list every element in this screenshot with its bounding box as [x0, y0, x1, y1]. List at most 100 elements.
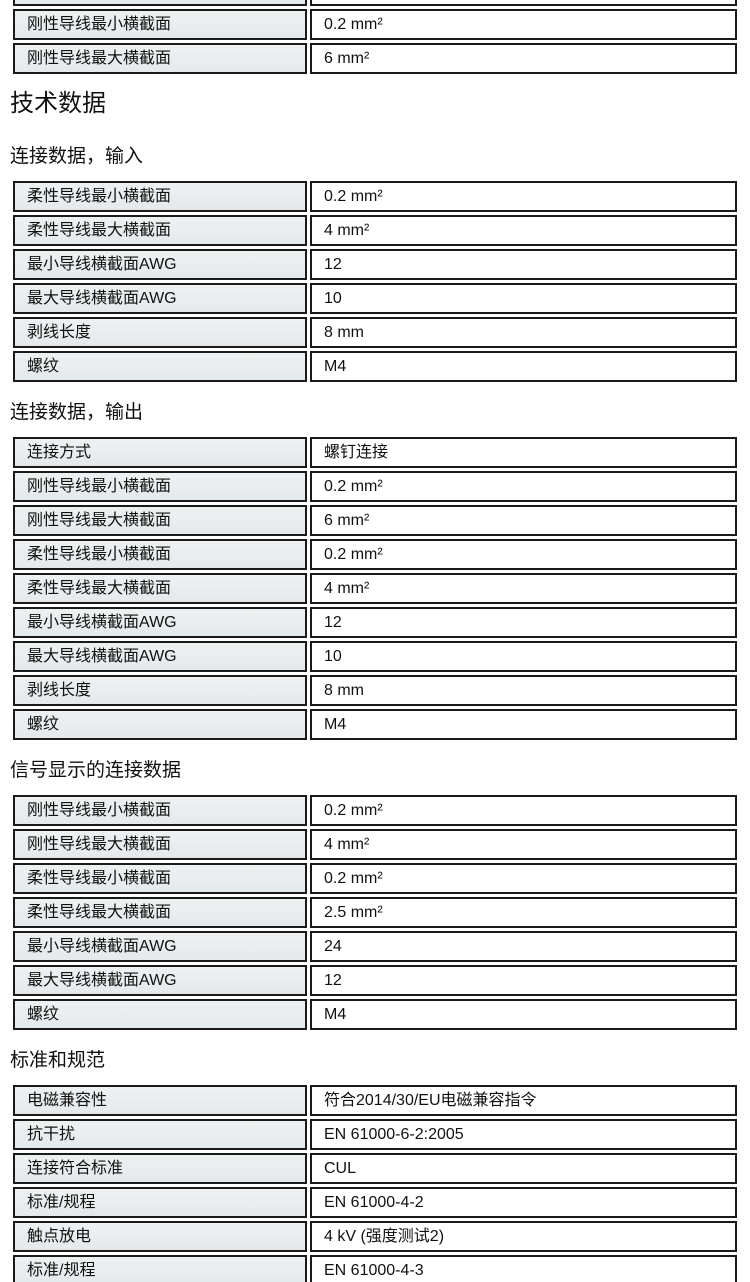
spec-value-cell: 6 mm²	[310, 43, 737, 74]
spec-label-cell: 剥线长度	[13, 317, 307, 348]
spec-value-cell: 2.5 mm²	[310, 897, 737, 928]
spec-value-cell: 0.2 mm²	[310, 539, 737, 570]
spec-value-cell: 12	[310, 965, 737, 996]
spec-label-cell: 刚性导线最大横截面	[13, 829, 307, 860]
spec-value-cell: 4 mm²	[310, 573, 737, 604]
spec-value-cell: CUL	[310, 1153, 737, 1184]
spec-row: 刚性导线最大横截面 6 mm²	[13, 505, 737, 536]
clipped-spec-row	[13, 0, 737, 6]
spec-label-cell: 最小导线横截面AWG	[13, 607, 307, 638]
spec-label-cell: 最小导线横截面AWG	[13, 249, 307, 280]
section-heading: 信号显示的连接数据	[10, 760, 182, 781]
spec-table: 柔性导线最小横截面 0.2 mm² 柔性导线最大横截面 4 mm² 最小导线横截面AWG…	[10, 178, 740, 385]
spec-row: 柔性导线最大横截面 2.5 mm²	[13, 897, 737, 928]
spec-value-cell: 10	[310, 641, 737, 672]
page-title: 技术数据	[10, 90, 106, 117]
spec-table: 刚性导线最小横截面 0.2 mm² 刚性导线最大横截面 6 mm²	[10, 0, 740, 77]
spec-value-cell: 8 mm	[310, 675, 737, 706]
spec-row: 最小导线横截面AWG 12	[13, 249, 737, 280]
spec-label-cell: 柔性导线最大横截面	[13, 897, 307, 928]
spec-label-cell: 柔性导线最小横截面	[13, 863, 307, 894]
spec-value-cell: 10	[310, 283, 737, 314]
spec-row: 螺纹 M4	[13, 351, 737, 382]
spec-value-cell: 4 mm²	[310, 215, 737, 246]
spec-label-cell: 柔性导线最大横截面	[13, 573, 307, 604]
spec-label-cell: 标准/规程	[13, 1255, 307, 1282]
spec-label-cell: 标准/规程	[13, 1187, 307, 1218]
spec-row: 最大导线横截面AWG 12	[13, 965, 737, 996]
spec-label-cell: 刚性导线最大横截面	[13, 43, 307, 74]
spec-label-cell: 电磁兼容性	[13, 1085, 307, 1116]
spec-value-cell: M4	[310, 351, 737, 382]
section-heading: 连接数据，输出	[10, 402, 144, 423]
spec-row: 柔性导线最小横截面 0.2 mm²	[13, 181, 737, 212]
spec-label-cell	[13, 0, 307, 6]
spec-label-cell: 刚性导线最小横截面	[13, 9, 307, 40]
spec-value-cell	[310, 0, 737, 6]
spec-label-cell: 连接方式	[13, 437, 307, 468]
spec-row: 柔性导线最小横截面 0.2 mm²	[13, 539, 737, 570]
spec-label-cell: 螺纹	[13, 999, 307, 1030]
spec-row: 抗干扰 EN 61000-6-2:2005	[13, 1119, 737, 1150]
spec-value-cell: EN 61000-4-2	[310, 1187, 737, 1218]
spec-label-cell: 刚性导线最大横截面	[13, 505, 307, 536]
spec-value-cell: EN 61000-4-3	[310, 1255, 737, 1282]
spec-label-cell: 螺纹	[13, 351, 307, 382]
spec-label-cell: 剥线长度	[13, 675, 307, 706]
spec-label-cell: 抗干扰	[13, 1119, 307, 1150]
spec-label-cell: 最大导线横截面AWG	[13, 641, 307, 672]
spec-value-cell: M4	[310, 709, 737, 740]
spec-row: 最小导线横截面AWG 24	[13, 931, 737, 962]
spec-value-cell: 0.2 mm²	[310, 795, 737, 826]
spec-value-cell: EN 61000-6-2:2005	[310, 1119, 737, 1150]
spec-row: 刚性导线最小横截面 0.2 mm²	[13, 9, 737, 40]
spec-value-cell: 12	[310, 607, 737, 638]
sections-container: 连接数据，输入 柔性导线最小横截面 0.2 mm² 柔性导线最大横截面 4 mm² 最小导…	[10, 145, 740, 1282]
spec-label-cell: 刚性导线最小横截面	[13, 795, 307, 826]
spec-row: 电磁兼容性 符合2014/30/EU电磁兼容指令	[13, 1085, 737, 1116]
spec-label-cell: 柔性导线最小横截面	[13, 181, 307, 212]
spec-value-cell: 24	[310, 931, 737, 962]
spec-row: 剥线长度 8 mm	[13, 675, 737, 706]
spec-row: 标准/规程 EN 61000-4-2	[13, 1187, 737, 1218]
spec-value-cell: 8 mm	[310, 317, 737, 348]
spec-row: 柔性导线最大横截面 4 mm²	[13, 573, 737, 604]
spec-value-cell: 0.2 mm²	[310, 9, 737, 40]
spec-label-cell: 螺纹	[13, 709, 307, 740]
section-heading: 标准和规范	[10, 1050, 106, 1071]
spec-row: 螺纹 M4	[13, 709, 737, 740]
spec-row: 剥线长度 8 mm	[13, 317, 737, 348]
spec-label-cell: 触点放电	[13, 1221, 307, 1252]
spec-value-cell: 4 mm²	[310, 829, 737, 860]
spec-label-cell: 连接符合标准	[13, 1153, 307, 1184]
spec-table: 电磁兼容性 符合2014/30/EU电磁兼容指令 抗干扰 EN 61000-6-2:2…	[10, 1082, 740, 1282]
spec-label-cell: 最小导线横截面AWG	[13, 931, 307, 962]
spec-label-cell: 刚性导线最小横截面	[13, 471, 307, 502]
spec-row: 最大导线横截面AWG 10	[13, 283, 737, 314]
spec-label-cell: 最大导线横截面AWG	[13, 283, 307, 314]
spec-value-cell: M4	[310, 999, 737, 1030]
spec-table: 连接方式 螺钉连接 刚性导线最小横截面 0.2 mm² 刚性导线最大横截面 6 mm² 柔性…	[10, 434, 740, 743]
spec-row: 连接方式 螺钉连接	[13, 437, 737, 468]
spec-row: 触点放电 4 kV (强度测试2)	[13, 1221, 737, 1252]
spec-value-cell: 0.2 mm²	[310, 863, 737, 894]
spec-value-cell: 6 mm²	[310, 505, 737, 536]
table-continued-slot: 刚性导线最小横截面 0.2 mm² 刚性导线最大横截面 6 mm²	[10, 0, 740, 77]
spec-row: 最大导线横截面AWG 10	[13, 641, 737, 672]
spec-row: 螺纹 M4	[13, 999, 737, 1030]
spec-table: 刚性导线最小横截面 0.2 mm² 刚性导线最大横截面 4 mm² 柔性导线最小横截面 0…	[10, 792, 740, 1033]
spec-row: 柔性导线最大横截面 4 mm²	[13, 215, 737, 246]
spec-value-cell: 0.2 mm²	[310, 181, 737, 212]
spec-row: 柔性导线最小横截面 0.2 mm²	[13, 863, 737, 894]
spec-label-cell: 最大导线横截面AWG	[13, 965, 307, 996]
spec-value-cell: 符合2014/30/EU电磁兼容指令	[310, 1085, 737, 1116]
section-heading: 连接数据，输入	[10, 146, 144, 167]
spec-label-cell: 柔性导线最大横截面	[13, 215, 307, 246]
spec-value-cell: 螺钉连接	[310, 437, 737, 468]
spec-row: 刚性导线最大横截面 6 mm²	[13, 43, 737, 74]
spec-label-cell: 柔性导线最小横截面	[13, 539, 307, 570]
spec-row: 刚性导线最大横截面 4 mm²	[13, 829, 737, 860]
spec-row: 刚性导线最小横截面 0.2 mm²	[13, 795, 737, 826]
spec-row: 最小导线横截面AWG 12	[13, 607, 737, 638]
